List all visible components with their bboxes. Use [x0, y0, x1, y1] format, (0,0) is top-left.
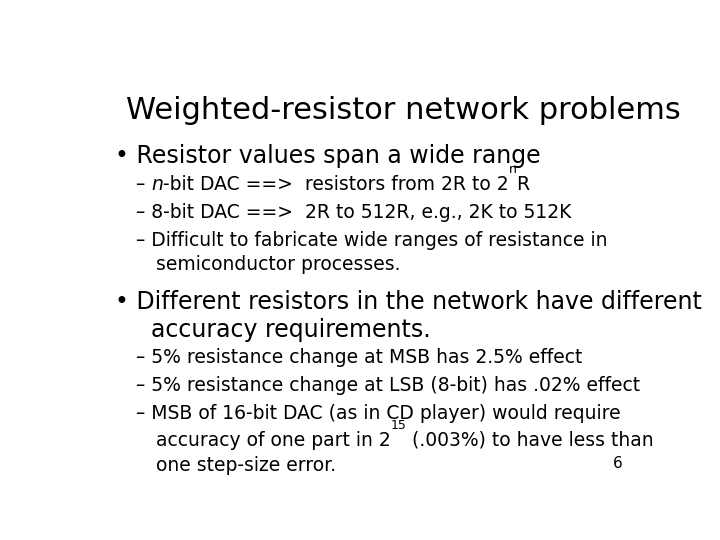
- Text: – 5% resistance change at MSB has 2.5% effect: – 5% resistance change at MSB has 2.5% e…: [136, 348, 582, 367]
- Text: semiconductor processes.: semiconductor processes.: [156, 255, 400, 274]
- Text: accuracy requirements.: accuracy requirements.: [136, 318, 431, 342]
- Text: –: –: [136, 175, 151, 194]
- Text: n: n: [151, 175, 163, 194]
- Text: 6: 6: [613, 456, 623, 471]
- Text: • Different resistors in the network have different: • Different resistors in the network hav…: [115, 290, 702, 314]
- Text: R: R: [516, 175, 529, 194]
- Text: 15: 15: [390, 419, 407, 432]
- Text: accuracy of one part in 2: accuracy of one part in 2: [156, 431, 390, 450]
- Text: (.003%) to have less than: (.003%) to have less than: [407, 431, 654, 450]
- Text: – MSB of 16-bit DAC (as in CD player) would require: – MSB of 16-bit DAC (as in CD player) wo…: [136, 404, 621, 423]
- Text: -bit DAC ==>  resistors from 2R to 2: -bit DAC ==> resistors from 2R to 2: [163, 175, 508, 194]
- Text: • Resistor values span a wide range: • Resistor values span a wide range: [115, 144, 541, 168]
- Text: – Difficult to fabricate wide ranges of resistance in: – Difficult to fabricate wide ranges of …: [136, 231, 607, 249]
- Text: – 5% resistance change at LSB (8-bit) has .02% effect: – 5% resistance change at LSB (8-bit) ha…: [136, 376, 640, 395]
- Text: Weighted-resistor network problems: Weighted-resistor network problems: [126, 96, 681, 125]
- Text: – 8-bit DAC ==>  2R to 512R, e.g., 2K to 512K: – 8-bit DAC ==> 2R to 512R, e.g., 2K to …: [136, 203, 571, 222]
- Text: one step-size error.: one step-size error.: [156, 456, 336, 476]
- Text: n: n: [508, 163, 516, 177]
